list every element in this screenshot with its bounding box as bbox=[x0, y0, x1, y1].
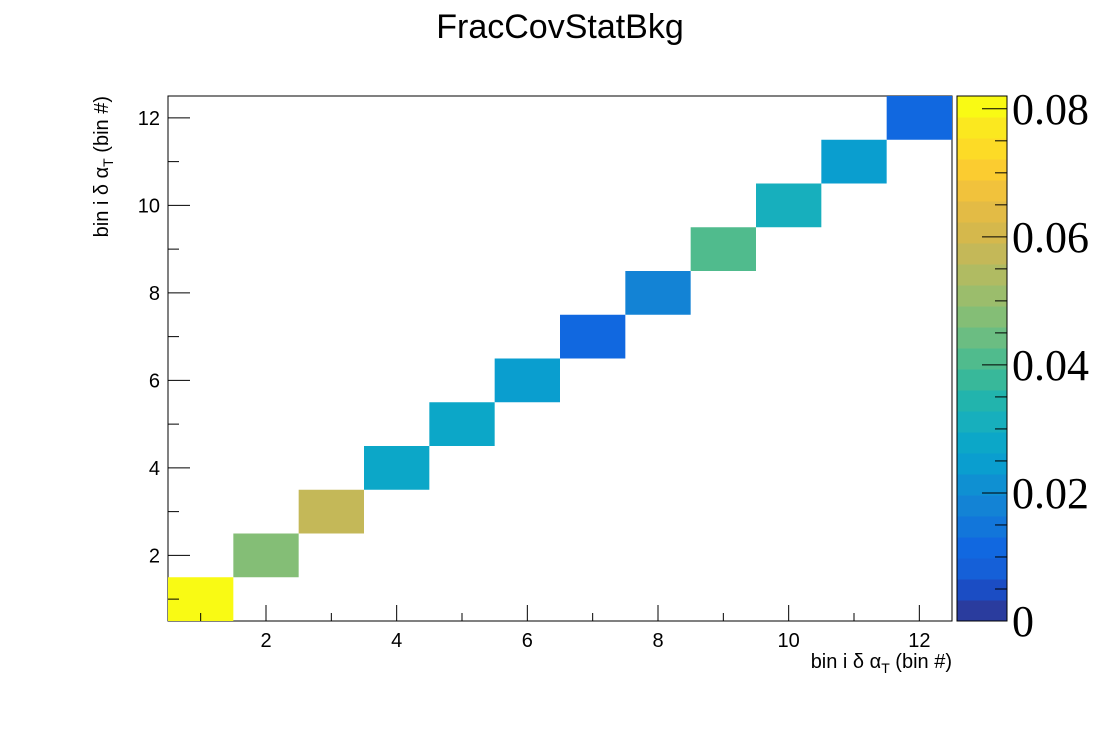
color-scale-swatch bbox=[957, 285, 1007, 307]
heatmap-cells bbox=[168, 96, 952, 621]
x-axis-label-suffix: (bin #) bbox=[890, 651, 952, 673]
color-scale-swatch bbox=[957, 579, 1007, 601]
heatmap-cell bbox=[560, 314, 626, 359]
color-scale-swatch bbox=[957, 537, 1007, 559]
y-tick-label: 6 bbox=[149, 370, 160, 392]
y-tick-label: 4 bbox=[149, 458, 160, 480]
x-axis-label-main: bin i δ α bbox=[811, 651, 882, 673]
color-scale-ticks: 0 0.02 0.04 0.06 0.08 bbox=[982, 85, 1089, 646]
x-axis-label: bin i δ αT (bin #) bbox=[811, 651, 952, 676]
color-scale-swatch bbox=[957, 558, 1007, 580]
color-scale-swatch bbox=[957, 411, 1007, 433]
heatmap-cell bbox=[429, 402, 495, 446]
color-scale-swatch bbox=[957, 327, 1007, 349]
y-axis-label-main: bin i δ α bbox=[91, 167, 113, 238]
color-scale-swatch bbox=[957, 348, 1007, 370]
y-axis-label: bin i δ αT (bin #) bbox=[91, 96, 116, 237]
color-scale-swatch bbox=[957, 138, 1007, 160]
color-scale-swatch bbox=[957, 117, 1007, 139]
heatmap-cell bbox=[821, 139, 887, 184]
color-scale-tick-label: 0.02 bbox=[1012, 469, 1089, 518]
y-axis-label-subscript: T bbox=[100, 158, 116, 167]
y-axis-label-suffix: (bin #) bbox=[91, 96, 113, 158]
heatmap-cell bbox=[233, 533, 299, 578]
plot-frame bbox=[167, 95, 953, 622]
x-tick-label: 12 bbox=[908, 630, 930, 652]
y-tick-label: 8 bbox=[149, 283, 160, 305]
color-scale-swatch bbox=[957, 369, 1007, 391]
color-scale-swatch bbox=[957, 180, 1007, 202]
color-scale-swatch bbox=[957, 516, 1007, 538]
color-scale-swatch bbox=[957, 222, 1007, 244]
color-scale-tick-label: 0 bbox=[1012, 597, 1034, 646]
x-tick-label: 4 bbox=[391, 630, 402, 652]
heatmap-cell bbox=[494, 358, 560, 403]
color-scale-tick-label: 0.08 bbox=[1012, 85, 1089, 134]
color-scale-bar bbox=[957, 96, 1007, 622]
y-tick-label: 12 bbox=[138, 108, 160, 130]
x-tick-label: 6 bbox=[522, 630, 533, 652]
color-scale-swatch bbox=[957, 432, 1007, 454]
color-scale-tick-label: 0.06 bbox=[1012, 213, 1089, 262]
color-scale-swatch bbox=[957, 243, 1007, 265]
y-tick-label: 10 bbox=[138, 195, 160, 217]
color-scale-tick-label: 0.04 bbox=[1012, 341, 1089, 390]
color-scale-swatch bbox=[957, 390, 1007, 412]
chart-title: FracCovStatBkg bbox=[436, 8, 684, 46]
color-scale-swatch bbox=[957, 453, 1007, 475]
x-tick-label: 8 bbox=[652, 630, 663, 652]
x-axis-label-subscript: T bbox=[881, 660, 890, 676]
x-tick-label: 2 bbox=[260, 630, 271, 652]
heatmap-cell bbox=[756, 183, 822, 228]
color-scale-swatch bbox=[957, 495, 1007, 517]
heatmap-cell bbox=[886, 96, 952, 140]
y-axis-ticks: 2 4 6 8 10 12 bbox=[138, 108, 190, 600]
heatmap-cell bbox=[298, 489, 364, 534]
x-tick-label: 10 bbox=[778, 630, 800, 652]
color-scale-swatch bbox=[957, 159, 1007, 181]
y-tick-label: 2 bbox=[149, 545, 160, 567]
heatmap-cell bbox=[690, 227, 756, 271]
color-scale-swatch bbox=[957, 474, 1007, 496]
color-scale-swatch bbox=[957, 264, 1007, 286]
color-scale-swatch bbox=[957, 201, 1007, 223]
color-scale-swatch bbox=[957, 600, 1007, 622]
heatmap-cell bbox=[625, 271, 691, 315]
color-scale-swatch bbox=[957, 96, 1007, 118]
x-axis-ticks: 2 4 6 8 10 12 bbox=[200, 605, 930, 652]
heatmap-cell bbox=[364, 446, 430, 490]
color-scale-swatch bbox=[957, 306, 1007, 328]
